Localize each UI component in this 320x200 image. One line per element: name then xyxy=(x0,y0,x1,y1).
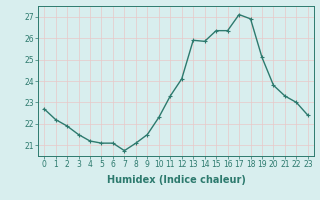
X-axis label: Humidex (Indice chaleur): Humidex (Indice chaleur) xyxy=(107,175,245,185)
